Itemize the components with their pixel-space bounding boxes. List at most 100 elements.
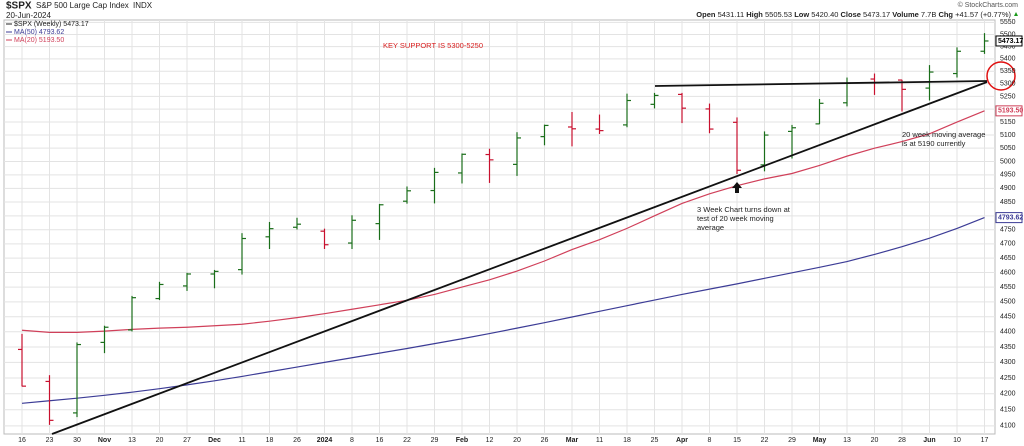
x-tick-label: 23 — [46, 437, 54, 444]
annotation: average — [697, 223, 724, 232]
legend-value: 5193.50 — [39, 37, 64, 44]
stat-value: +41.57 (+0.77%) — [955, 10, 1011, 19]
x-tick-label: 26 — [293, 437, 301, 444]
y-tick-label: 5050 — [1000, 145, 1016, 152]
stat-label: Close — [841, 10, 861, 19]
stat-value: 5420.40 — [811, 10, 838, 19]
x-tick-label: 12 — [486, 437, 494, 444]
x-tick-label: 2024 — [317, 437, 333, 444]
y-tick-label: 4250 — [1000, 375, 1016, 382]
arrow — [732, 182, 742, 193]
x-tick-label: 20 — [513, 437, 521, 444]
y-tick-label: 5100 — [1000, 132, 1016, 139]
y-tick-label: 4200 — [1000, 391, 1016, 398]
source: © StockCharts.com — [958, 1, 1019, 9]
y-tick-label: 4500 — [1000, 299, 1016, 306]
x-tick-label: 10 — [953, 437, 961, 444]
x-tick-label: 28 — [898, 437, 906, 444]
y-tick-label: 4850 — [1000, 199, 1016, 206]
y-tick-label: 5450 — [1000, 43, 1016, 50]
y-tick-label: 4100 — [1000, 423, 1016, 430]
x-tick-label: 11 — [596, 437, 603, 444]
x-tick-label: 30 — [73, 437, 81, 444]
x-tick-label: 26 — [541, 437, 549, 444]
y-tick-label: 5550 — [1000, 19, 1016, 26]
x-tick-label: 13 — [128, 437, 136, 444]
annotation: 20 week moving average — [902, 130, 985, 139]
x-tick-label: 29 — [788, 437, 796, 444]
annotation: KEY SUPPORT IS 5300-5250 — [383, 41, 483, 50]
x-tick-label: Feb — [456, 437, 468, 444]
last-price-box — [995, 35, 1023, 47]
plot-frame — [3, 19, 996, 435]
x-tick-label: 18 — [266, 437, 274, 444]
grid — [4, 20, 995, 434]
legend-value: 5473.17 — [63, 21, 88, 28]
legend-entry: $SPX (Weekly) 5473.17 — [14, 21, 89, 28]
y-tick-label: 5000 — [1000, 158, 1016, 165]
x-tick-label: 27 — [183, 437, 191, 444]
y-tick-label: 4400 — [1000, 329, 1016, 336]
stat-label: Open — [696, 10, 716, 19]
y-tick-label: 5150 — [1000, 119, 1016, 126]
x-tick-label: May — [813, 437, 827, 444]
stat-value: 7.7B — [921, 10, 936, 19]
y-tick-label: 5300 — [1000, 81, 1016, 88]
y-tick-label: 5350 — [1000, 68, 1016, 75]
y-tick-label: 4300 — [1000, 359, 1016, 366]
x-tick-label: Nov — [98, 437, 111, 444]
x-tick-label: 25 — [651, 437, 659, 444]
ma20-price-box — [995, 105, 1023, 117]
y-tick-label: 4450 — [1000, 314, 1016, 321]
index-title: S&P 500 Large Cap Index — [36, 1, 129, 10]
up-arrow — [1014, 12, 1018, 16]
stat-label: Volume — [892, 10, 919, 19]
x-tick-label: 15 — [733, 437, 741, 444]
x-tick-label: Jun — [923, 437, 935, 444]
stat-value: 5473.17 — [863, 10, 890, 19]
x-tick-label: 18 — [623, 437, 631, 444]
x-tick-label: 16 — [376, 437, 384, 444]
y-tick-label: 4600 — [1000, 269, 1016, 276]
annotation: is at 5190 currently — [902, 139, 966, 148]
y-tick-label: 5500 — [1000, 31, 1016, 38]
x-tick-label: Apr — [676, 437, 688, 444]
stat-value: 5431.11 — [718, 10, 745, 19]
y-tick-label: 4950 — [1000, 172, 1016, 179]
legend-entry: MA(50) 4793.62 — [14, 29, 64, 36]
legend-name: $SPX (Weekly) — [14, 21, 61, 28]
y-tick-label: 4900 — [1000, 185, 1016, 192]
legend-name: MA(50) — [14, 29, 37, 36]
stat-label: Low — [794, 10, 809, 19]
x-tick-label: 16 — [18, 437, 26, 444]
ma50-price: 4793.62 — [998, 214, 1023, 221]
marks — [18, 33, 989, 425]
ma20-price: 5193.50 — [998, 108, 1023, 115]
y-tick-label: 4700 — [1000, 241, 1016, 248]
exchange: INDX — [133, 1, 153, 10]
ma-line — [21, 110, 985, 333]
x-tick-label: 8 — [708, 437, 712, 444]
date: 20-Jun-2024 — [6, 11, 51, 20]
annotation: test of 20 week moving — [697, 214, 774, 223]
x-tick-label: 29 — [431, 437, 439, 444]
x-tick-label: Dec — [208, 437, 221, 444]
legend-entry: MA(20) 5193.50 — [14, 37, 64, 44]
y-tick-label: 4350 — [1000, 344, 1016, 351]
legend-name: MA(20) — [14, 37, 37, 44]
last-price: 5473.17 — [998, 38, 1023, 45]
stat-label: High — [746, 10, 763, 19]
x-tick-label: 22 — [403, 437, 411, 444]
stat-label: Chg — [938, 10, 953, 19]
legend-value: 4793.62 — [39, 29, 64, 36]
trendline — [51, 81, 988, 435]
y-tick-label: 5250 — [1000, 93, 1016, 100]
annotation: 3 Week Chart turns down at — [697, 205, 791, 214]
trendline — [654, 80, 988, 87]
x-tick-label: 22 — [761, 437, 769, 444]
ticker: $SPX — [6, 1, 32, 12]
y-tick-label: 4750 — [1000, 227, 1016, 234]
y-tick-label: 4650 — [1000, 255, 1016, 262]
